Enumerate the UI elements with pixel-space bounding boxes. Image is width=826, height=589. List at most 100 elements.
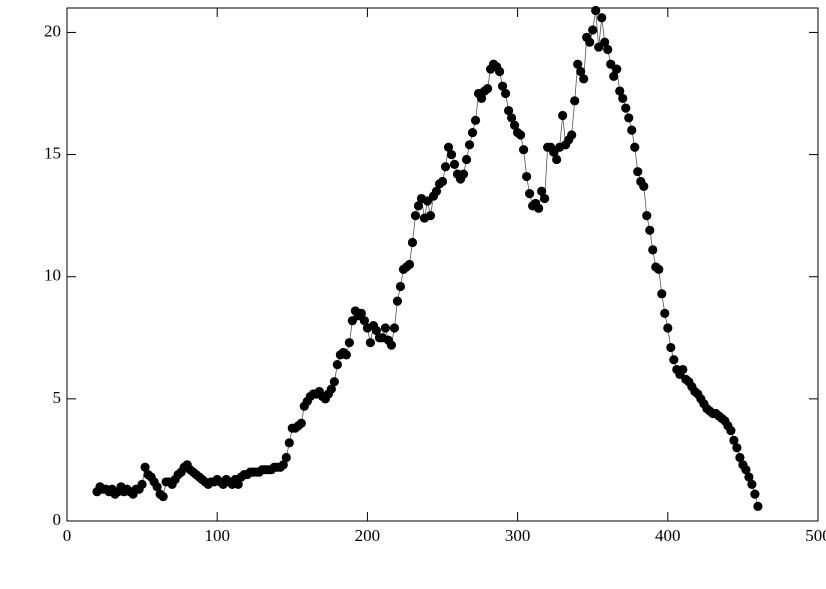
data-point (449, 159, 460, 169)
data-point (389, 323, 400, 333)
data-point (750, 489, 760, 499)
data-point (597, 13, 607, 23)
data-point (386, 340, 397, 350)
data-point (663, 323, 673, 333)
data-line (96, 10, 759, 507)
data-point (591, 5, 601, 16)
data-point (278, 460, 288, 470)
data-point (413, 201, 424, 211)
data-point (747, 479, 757, 489)
data-point (654, 264, 664, 274)
data-point (585, 37, 595, 47)
data-point (627, 125, 637, 135)
data-point (645, 225, 655, 235)
data-point (657, 289, 667, 299)
y-tick-label: 0 (53, 510, 62, 529)
data-point (570, 96, 580, 106)
data-point (395, 281, 406, 292)
data-point (576, 66, 586, 77)
data-point (506, 113, 517, 123)
data-point (461, 154, 472, 165)
x-tick-label: 100 (204, 526, 230, 545)
data-point (470, 115, 481, 125)
data-point (669, 355, 679, 365)
data-point (404, 259, 415, 270)
data-point (588, 25, 598, 35)
data-point (573, 59, 583, 69)
x-tick-label: 0 (63, 526, 72, 545)
data-point (158, 491, 168, 502)
data-point (500, 88, 511, 99)
data-point (443, 142, 454, 152)
data-point (735, 452, 745, 463)
data-point (407, 237, 418, 248)
data-point (534, 203, 544, 213)
data-point (341, 350, 351, 360)
plot-frame (66, 7, 819, 522)
data-point (152, 482, 162, 492)
data-point (516, 130, 526, 140)
data-point (137, 479, 147, 489)
y-tick-label: 20 (44, 21, 61, 40)
data-point (567, 130, 577, 140)
data-point (537, 186, 547, 196)
data-point (296, 418, 306, 428)
data-point (660, 308, 670, 318)
data-point (467, 127, 478, 138)
data-point (519, 145, 529, 155)
data-point (639, 181, 649, 191)
data-point (371, 325, 382, 336)
data-point (440, 162, 451, 172)
data-point (558, 110, 568, 121)
data-point (332, 360, 342, 370)
data-point (359, 316, 369, 326)
data-point (329, 377, 339, 387)
data-point (729, 435, 739, 445)
data-point (365, 338, 376, 348)
data-point (603, 44, 613, 55)
data-point (380, 323, 391, 333)
x-tick-label: 200 (355, 526, 381, 545)
data-point (437, 176, 448, 187)
data-point (618, 93, 628, 103)
data-point (552, 154, 562, 165)
data-point (666, 342, 676, 353)
data-point (522, 171, 532, 182)
data-point (140, 462, 150, 472)
x-tick-label: 500 (805, 526, 826, 545)
data-point (744, 472, 754, 482)
data-point (609, 71, 619, 81)
data-point (464, 140, 475, 150)
data-point (425, 211, 436, 221)
data-point (281, 452, 291, 463)
data-point (497, 81, 508, 91)
data-point (284, 438, 294, 448)
data-point (630, 142, 640, 152)
x-tick-label: 300 (505, 526, 531, 545)
data-point (326, 384, 336, 394)
data-point (621, 103, 631, 113)
data-point (540, 193, 550, 204)
data-point (642, 211, 652, 221)
data-point (482, 84, 493, 94)
data-point (494, 66, 505, 77)
data-point (344, 338, 354, 348)
y-tick-label: 10 (44, 266, 61, 285)
data-point (579, 74, 589, 84)
y-tick-label: 5 (53, 388, 62, 407)
data-point (648, 245, 658, 255)
data-point (356, 308, 366, 318)
data-point (633, 167, 643, 177)
data-point (624, 113, 634, 123)
x-tick-label: 400 (655, 526, 681, 545)
data-point (726, 426, 736, 436)
data-point (446, 149, 457, 160)
data-point (509, 120, 520, 130)
data-point (732, 443, 742, 453)
y-tick-label: 15 (44, 143, 61, 162)
data-point (600, 37, 610, 47)
data-point (458, 169, 469, 179)
data-point (612, 64, 622, 74)
data-point (476, 93, 487, 103)
